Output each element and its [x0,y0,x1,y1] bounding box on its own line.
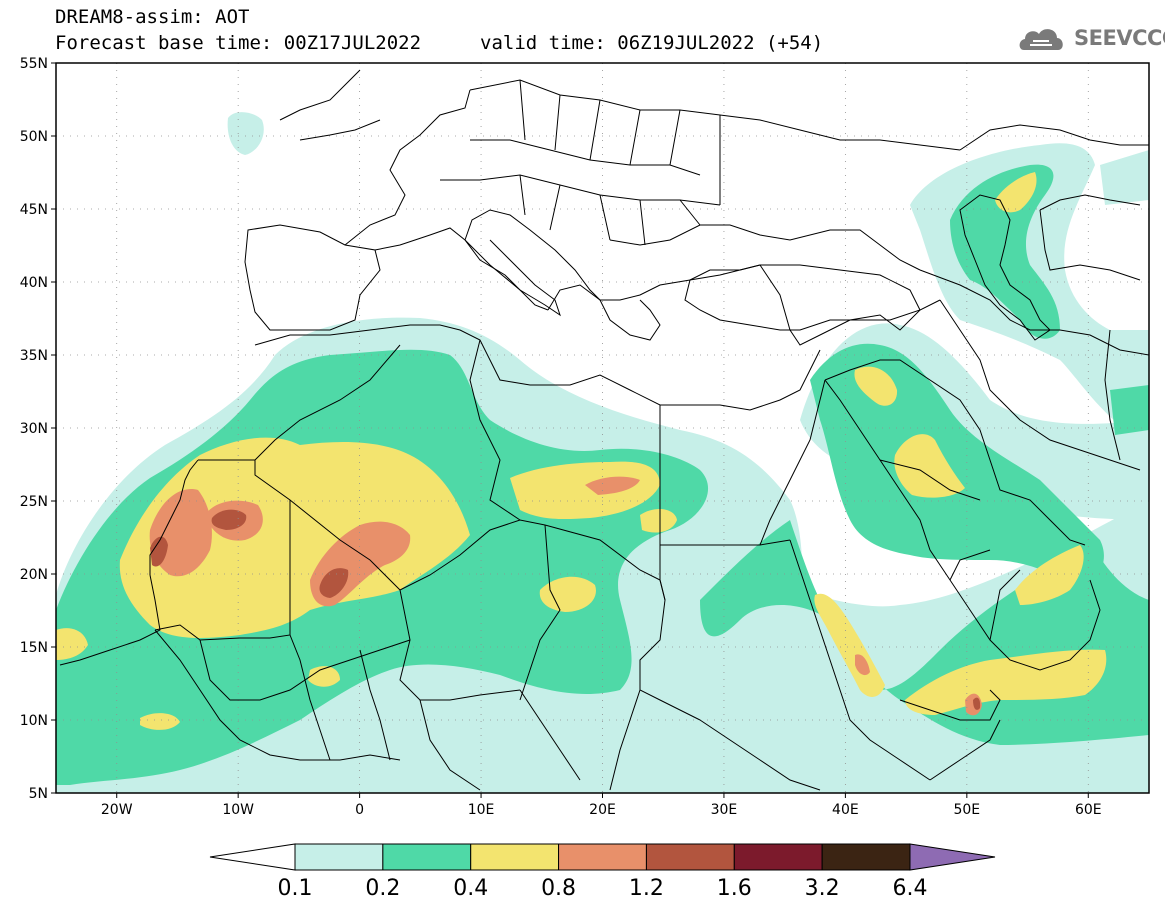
lat-label: 25N [20,494,48,510]
colorbar-label: 1.6 [717,876,752,901]
chart-title: DREAM8-assim: AOT [55,6,250,28]
colorbar-box [382,843,472,871]
colorbar-box [558,843,647,871]
colorbar-over [909,843,996,871]
colorbar-label: 1.2 [629,876,664,901]
colorbar-box [733,843,823,871]
lon-label: 10W [222,802,254,818]
aot-level-1.2 [150,509,981,710]
lat-label: 55N [20,56,48,72]
colorbar-label: 6.4 [893,876,928,901]
colorbar-label: 0.1 [278,876,313,901]
lat-label: 10N [20,713,48,729]
lon-label: 20E [589,802,616,818]
colorbar: 0.1 0.2 0.4 0.8 1.2 1.6 3.2 6.4 [209,843,996,901]
colorbar-box [470,843,560,871]
lat-label: 50N [20,129,48,145]
colorbar-box [294,843,384,871]
lat-label: 40N [20,275,48,291]
lon-label: 40E [832,802,859,818]
colorbar-label: 0.2 [365,876,400,901]
lat-label: 15N [20,640,48,656]
colorbar-box [821,843,911,871]
lat-label: 30N [20,421,48,437]
country-borders [59,69,1149,791]
colorbar-box [645,843,735,871]
forecast-base-time: Forecast base time: 00Z17JUL2022 [55,32,422,54]
colorbar-under [209,843,296,871]
longitude-labels: 20W 10W 0 10E 20E 30E 40E 50E 60E [101,802,1102,818]
lat-label: 35N [20,348,48,364]
lon-label: 0 [355,802,364,818]
lon-label: 20W [101,802,133,818]
lon-label: 50E [953,802,980,818]
lon-label: 60E [1075,802,1102,818]
lon-label: 30E [711,802,738,818]
logo-text: SEEVCCC [1074,26,1165,50]
lat-label: 5N [29,786,48,802]
cloud-logo-icon [1019,29,1063,50]
lon-label: 10E [468,802,495,818]
colorbar-label: 0.8 [541,876,576,901]
aot-level-0.4 [56,172,1107,730]
lat-label: 20N [20,567,48,583]
valid-time: valid time: 06Z19JUL2022 (+54) [480,32,824,54]
colorbar-label: 3.2 [805,876,840,901]
axis-ticks [51,62,1089,798]
colorbar-label: 0.4 [453,876,488,901]
lat-label: 45N [20,202,48,218]
aot-fields [56,112,1149,793]
grid-lines [56,63,1149,793]
latitude-labels: 55N 50N 45N 40N 35N 30N 25N 20N 15N 10N 5N [20,56,48,802]
